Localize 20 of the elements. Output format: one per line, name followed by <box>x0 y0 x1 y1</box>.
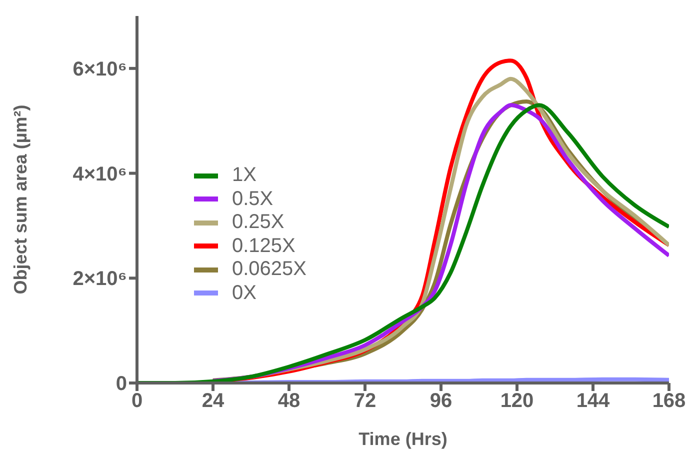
legend-label: 0.125X <box>232 234 296 258</box>
y-axis-title: Object sum area (µm²) <box>10 104 30 294</box>
x-tick-label: 144 <box>576 390 611 412</box>
legend-label: 0X <box>232 282 256 305</box>
y-tick-label: 4×10⁶ <box>72 163 127 186</box>
x-tick-label: 96 <box>430 390 452 412</box>
x-tick-label: 48 <box>278 390 300 412</box>
y-tick-label: 0 <box>116 373 127 396</box>
x-tick-label: 120 <box>500 390 534 412</box>
legend-label: 0.5X <box>232 188 274 211</box>
x-tick-label: 0 <box>131 390 143 412</box>
legend-label: 0.25X <box>232 211 284 234</box>
y-tick-label: 6×10⁶ <box>72 58 127 81</box>
x-tick-label: 24 <box>202 390 225 412</box>
legend-label: 1X <box>232 164 256 188</box>
x-tick-label: 72 <box>354 390 376 412</box>
y-tick-label: 2×10⁶ <box>72 268 127 290</box>
x-axis-title: Time (Hrs) <box>358 429 448 449</box>
x-tick-label: 168 <box>652 390 686 412</box>
legend-label: 0.0625X <box>232 258 307 282</box>
